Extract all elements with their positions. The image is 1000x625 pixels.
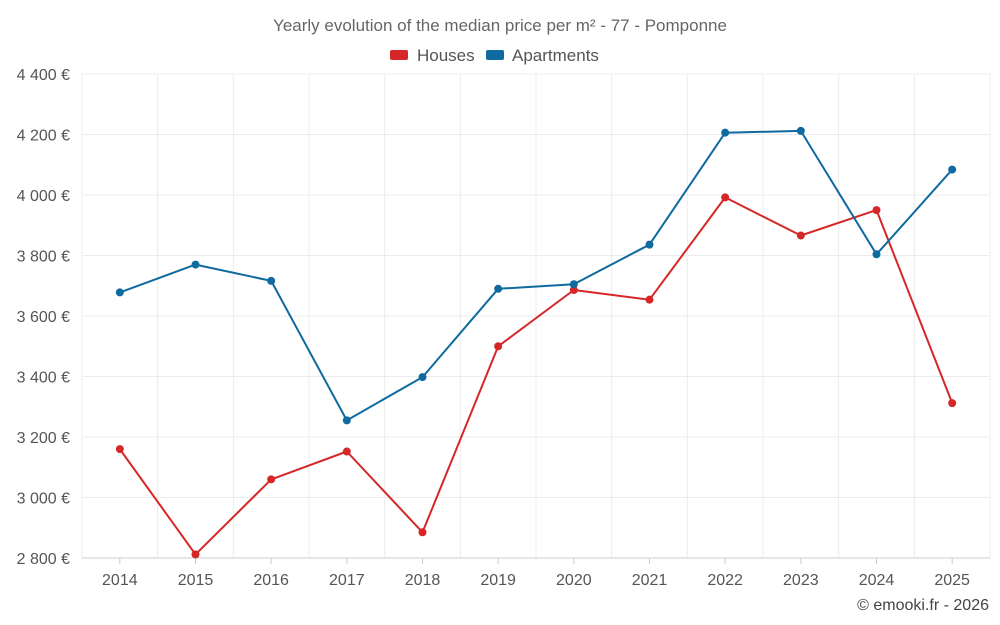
- data-point-apartments[interactable]: [494, 284, 503, 293]
- data-point-houses[interactable]: [418, 528, 427, 537]
- data-point-houses[interactable]: [569, 285, 578, 294]
- series-line-houses: [118, 196, 954, 556]
- y-tick-label: 2 800 €: [17, 551, 70, 568]
- data-point-apartments[interactable]: [342, 416, 351, 425]
- x-tick-label: 2015: [178, 572, 214, 589]
- legend-swatch-houses[interactable]: [390, 50, 408, 60]
- x-tick-label: 2020: [556, 572, 592, 589]
- data-point-houses[interactable]: [191, 550, 200, 559]
- credit-text: © emooki.fr - 2026: [857, 597, 989, 614]
- data-point-apartments[interactable]: [872, 250, 881, 259]
- x-tick-label: 2017: [329, 572, 365, 589]
- data-point-houses[interactable]: [796, 231, 805, 240]
- data-point-houses[interactable]: [948, 399, 957, 408]
- data-point-apartments[interactable]: [721, 128, 730, 137]
- series-line-apartments: [119, 129, 953, 422]
- x-tick-label: 2016: [253, 572, 289, 589]
- chart-title: Yearly evolution of the median price per…: [273, 16, 727, 35]
- grid: [81, 73, 991, 559]
- x-tick-label: 2019: [480, 572, 516, 589]
- x-tick-label: 2014: [102, 572, 138, 589]
- data-point-houses[interactable]: [721, 193, 730, 202]
- data-point-apartments[interactable]: [418, 373, 427, 382]
- x-tick-label: 2021: [632, 572, 668, 589]
- data-point-houses[interactable]: [342, 447, 351, 456]
- data-point-houses[interactable]: [645, 295, 654, 304]
- y-tick-label: 4 000 €: [17, 188, 70, 205]
- data-point-apartments[interactable]: [191, 260, 200, 269]
- data-point-apartments[interactable]: [569, 280, 578, 289]
- legend: Houses Apartments: [390, 46, 599, 65]
- data-point-apartments[interactable]: [948, 165, 957, 174]
- y-tick-label: 3 600 €: [17, 309, 70, 326]
- series-layer: [115, 126, 957, 559]
- x-tick-label: 2022: [707, 572, 743, 589]
- y-tick-label: 3 400 €: [17, 370, 70, 387]
- y-tick-label: 3 800 €: [17, 249, 70, 266]
- y-tick-label: 3 000 €: [17, 491, 70, 508]
- legend-swatch-apartments[interactable]: [486, 50, 504, 60]
- data-point-apartments[interactable]: [267, 276, 276, 285]
- data-point-houses[interactable]: [872, 206, 881, 215]
- data-point-houses[interactable]: [115, 445, 124, 454]
- y-tick-label: 4 200 €: [17, 128, 70, 145]
- y-tick-label: 4 400 €: [17, 67, 70, 84]
- data-point-apartments[interactable]: [796, 126, 805, 135]
- data-point-apartments[interactable]: [115, 288, 124, 297]
- legend-label-houses[interactable]: Houses: [417, 46, 475, 65]
- data-point-houses[interactable]: [267, 475, 276, 484]
- data-point-houses[interactable]: [494, 342, 503, 351]
- x-tick-label: 2023: [783, 572, 819, 589]
- x-tick-label: 2018: [405, 572, 441, 589]
- x-tick-label: 2024: [859, 572, 895, 589]
- data-point-apartments[interactable]: [645, 240, 654, 249]
- x-tick-label: 2025: [934, 572, 970, 589]
- axes: 2 800 € 3 000 € 3 200 € 3 400 € 3 600 € 3 800…: [17, 67, 990, 589]
- legend-label-apartments[interactable]: Apartments: [512, 46, 599, 65]
- y-tick-label: 3 200 €: [17, 430, 70, 447]
